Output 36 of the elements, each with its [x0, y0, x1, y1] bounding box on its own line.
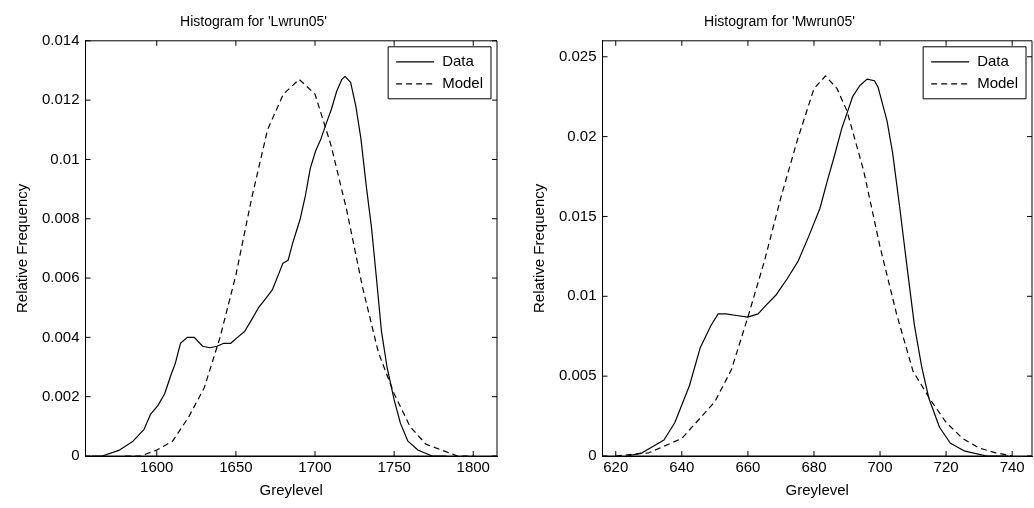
x-tick-label: 640 — [669, 458, 695, 476]
x-tick-label: 1650 — [219, 458, 253, 476]
y-tick-label: 0.014 — [41, 30, 80, 48]
chart-title: Histogram for 'Lwrun05' — [180, 13, 327, 30]
x-tick-label: 620 — [603, 458, 629, 476]
y-tick-label: 0.015 — [558, 206, 597, 224]
y-tick-label: 0.025 — [558, 46, 597, 64]
legend-label: Model — [442, 73, 483, 91]
chart-title: Histogram for 'Mwrun05' — [704, 13, 855, 30]
y-tick-label: 0.005 — [558, 366, 597, 384]
x-tick-label: 1600 — [140, 458, 174, 476]
x-tick-label: 700 — [867, 458, 893, 476]
x-tick-label: 720 — [933, 458, 959, 476]
x-tick-label: 740 — [999, 458, 1025, 476]
x-axis-title: Greylevel — [259, 481, 323, 499]
legend-label: Model — [977, 73, 1018, 91]
legend-label: Data — [442, 51, 475, 69]
x-tick-label: 1800 — [456, 458, 490, 476]
legend-label: Data — [977, 51, 1010, 69]
y-tick-label: 0.01 — [567, 286, 597, 304]
y-tick-label: 0.004 — [41, 327, 80, 345]
y-tick-label: 0 — [588, 446, 597, 464]
y-tick-label: 0.02 — [567, 126, 597, 144]
x-axis-title: Greylevel — [785, 481, 849, 499]
y-tick-label: 0 — [71, 446, 80, 464]
y-axis-title: Relative Frequency — [13, 183, 31, 314]
y-tick-label: 0.002 — [41, 386, 80, 404]
x-tick-label: 680 — [801, 458, 827, 476]
x-tick-label: 1750 — [377, 458, 411, 476]
y-tick-label: 0.012 — [41, 90, 80, 108]
x-tick-label: 1700 — [298, 458, 332, 476]
y-tick-label: 0.008 — [41, 208, 80, 226]
y-tick-label: 0.01 — [50, 149, 80, 167]
x-tick-label: 660 — [735, 458, 761, 476]
y-tick-label: 0.006 — [41, 268, 80, 286]
y-axis-title: Relative Frequency — [530, 183, 548, 314]
